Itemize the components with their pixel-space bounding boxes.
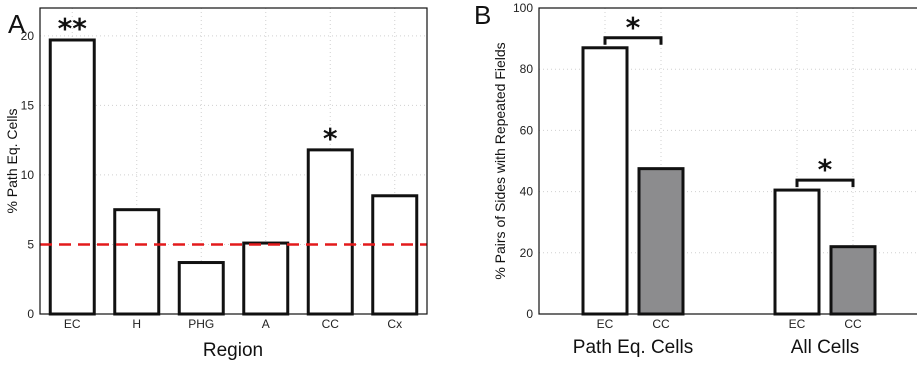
panel-b-frame: [538, 7, 917, 315]
panel-b-bar-0-cc: [637, 167, 685, 316]
panel-a-x-tick-label: EC: [64, 317, 81, 331]
panel-b-y-tick-label: 20: [520, 246, 534, 260]
panel-a-y-tick-label: 15: [21, 98, 35, 112]
panel-b-x-tick-label: EC: [597, 317, 614, 331]
panel-b-x-tick-label: EC: [789, 317, 806, 331]
panel-a-letter: A: [8, 9, 26, 39]
panel-a-y-ticks: 0 5 10 15 20: [21, 29, 35, 321]
panel-b-significance-marker: *: [626, 11, 641, 44]
panel-a-y-tick-label: 20: [21, 29, 35, 43]
panel-a-x-tick-label: CC: [322, 317, 340, 331]
panel-a-annotations: ***: [58, 12, 338, 155]
panel-b-letter: B: [474, 0, 491, 30]
panel-a-x-tick-label: PHG: [188, 317, 214, 331]
panel-a-significance-marker: **: [58, 12, 88, 45]
panel-b-x-ticks: EC CC Path Eq. Cells EC CC All Cells: [573, 317, 862, 358]
panel-b-bar-0-ec: [581, 46, 629, 316]
panel-b-x-tick-label: CC: [652, 317, 670, 331]
panel-a-x-tick-label: H: [132, 317, 141, 331]
panel-b-bar-1-ec: [773, 188, 821, 316]
panel-a-y-tick-label: 10: [21, 168, 35, 182]
panel-b-y-tick-label: 80: [520, 62, 534, 76]
panel-a-frame: [39, 7, 428, 315]
panel-a-significance-marker: *: [323, 122, 338, 155]
panel-b-significance-bracket: [603, 36, 663, 45]
panel-a-y-tick-label: 5: [27, 237, 34, 251]
panel-a-bar-cc: [306, 148, 354, 316]
panel-b-y-tick-label: 100: [513, 1, 533, 15]
panel-b-y-tick-label: 60: [520, 123, 534, 137]
panel-b: B 0 20 40 60 80 100 EC CC Path Eq. Cells EC CC All…: [474, 0, 917, 358]
panel-b-group-label: All Cells: [791, 337, 860, 358]
panel-b-annotations: **: [603, 11, 855, 188]
panel-b-group-label: Path Eq. Cells: [573, 337, 693, 358]
panel-a-x-ticks: EC H PHG A CC Cx: [64, 317, 402, 331]
panel-a-x-tick-label: Cx: [387, 317, 402, 331]
panel-a-x-tick-label: A: [262, 317, 270, 331]
panel-b-y-tick-label: 40: [520, 185, 534, 199]
panel-a-bars: [48, 38, 419, 316]
panel-b-y-tick-label: 0: [526, 307, 533, 321]
panel-a-bar-a: [242, 241, 290, 316]
panel-a-grid: [40, 8, 427, 315]
panel-b-x-tick-label: CC: [844, 317, 862, 331]
panel-b-significance-bracket: [795, 178, 855, 188]
panel-b-y-axis-label: % Pairs of Sides with Repeated Fields: [492, 42, 508, 279]
panel-b-significance-marker: *: [818, 153, 833, 186]
panel-a-y-tick-label: 0: [27, 307, 34, 321]
panel-a-bar-h: [113, 208, 161, 316]
panel-a-bar-cx: [371, 194, 419, 316]
panel-a-x-axis-label: Region: [203, 340, 263, 361]
panel-a-bar-ec: [48, 38, 96, 316]
panel-a-bar-phg: [177, 261, 225, 316]
panel-a-y-axis-label: % Path Eq. Cells: [4, 108, 20, 213]
panel-b-y-ticks: 0 20 40 60 80 100: [513, 1, 533, 321]
panel-b-bar-1-cc: [829, 245, 877, 316]
